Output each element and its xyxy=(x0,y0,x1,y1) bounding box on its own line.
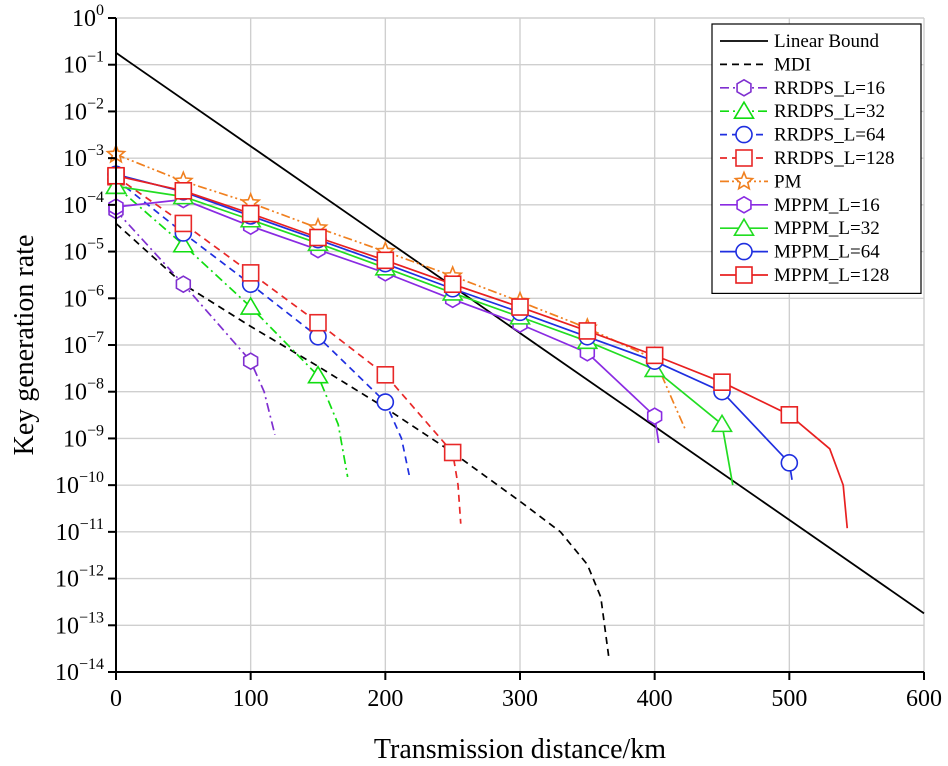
series-line-10 xyxy=(115,174,849,529)
legend-item-8: MPPM_L=32 xyxy=(720,217,880,239)
legend-label-0: Linear Bound xyxy=(774,31,880,52)
series-line-2 xyxy=(115,210,276,435)
y-tick-label-13: 10−13 xyxy=(55,609,104,639)
series-10-point-7 xyxy=(578,322,597,340)
y-tick-label-12: 10−12 xyxy=(55,563,104,593)
series-10-point-2 xyxy=(241,204,260,223)
legend-label-8: MPPM_L=32 xyxy=(774,218,880,239)
series-2-point-2 xyxy=(242,352,259,371)
legend-item-0: Linear Bound xyxy=(720,31,880,52)
y-tick-label-4: 10−4 xyxy=(63,189,104,219)
y-tick-label-9: 10−9 xyxy=(63,422,104,452)
series-10-point-4 xyxy=(376,251,395,270)
series-10 xyxy=(107,166,849,529)
legend-label-10: MPPM_L=128 xyxy=(774,265,889,286)
series-10-point-8 xyxy=(645,346,664,365)
series-3-point-3 xyxy=(307,365,329,384)
legend-swatch-marker-4 xyxy=(735,125,753,144)
legend-label-5: RRDPS_L=128 xyxy=(774,148,895,169)
legend-item-10: MPPM_L=128 xyxy=(720,265,889,286)
series-9 xyxy=(107,165,799,480)
x-tick-label-5: 500 xyxy=(771,686,807,712)
y-tick-label-0: 100 xyxy=(72,2,104,32)
y-tick-label-3: 10−3 xyxy=(63,142,104,172)
legend-item-1: MDI xyxy=(720,54,811,75)
legend-label-7: MPPM_L=16 xyxy=(774,195,880,216)
series-line-0 xyxy=(115,52,925,615)
axis-layer: 0 100 200 300 400 500 600 100 10−1 10−2 10−3 10−4 10… xyxy=(55,2,942,712)
legend-swatch-marker-5 xyxy=(735,149,753,167)
legend-label-9: MPPM_L=64 xyxy=(774,242,880,263)
legend-label-1: MDI xyxy=(774,54,811,75)
y-tick-label-6: 10−6 xyxy=(63,282,104,312)
legend-swatch-marker-9 xyxy=(735,242,753,261)
y-axis-title: Key generation rate xyxy=(9,235,40,456)
series-line-7 xyxy=(115,198,660,444)
y-tick-label-2: 10−2 xyxy=(63,95,104,125)
legend-swatch-marker-2 xyxy=(736,78,752,97)
x-tick-label-4: 400 xyxy=(637,686,673,712)
legend-swatch-marker-10 xyxy=(735,266,753,284)
legend-label-2: RRDPS_L=16 xyxy=(774,78,885,99)
series-4-point-4 xyxy=(376,393,395,411)
x-axis-title: Transmission distance/km xyxy=(374,734,666,765)
series-10-point-1 xyxy=(174,181,193,200)
legend-item-7: MPPM_L=16 xyxy=(720,195,880,216)
legend-swatch-marker-8 xyxy=(733,217,755,236)
legend-item-5: RRDPS_L=128 xyxy=(720,148,895,169)
legend-item-9: MPPM_L=64 xyxy=(720,242,880,263)
legend-swatch-marker-3 xyxy=(733,100,755,119)
legend-item-4: RRDPS_L=64 xyxy=(720,125,886,146)
series-7-point-8 xyxy=(646,407,663,426)
x-tick-label-6: 600 xyxy=(906,686,942,712)
series-10-point-5 xyxy=(443,275,462,294)
y-tick-label-14: 10−14 xyxy=(55,656,104,686)
series-2-point-1 xyxy=(175,275,192,294)
y-tick-label-10: 10−10 xyxy=(55,469,104,499)
series-10-point-3 xyxy=(309,228,327,247)
legend-label-6: PM xyxy=(774,171,802,192)
series-5-point-5 xyxy=(443,443,462,462)
legend-label-4: RRDPS_L=64 xyxy=(774,125,886,146)
legend-item-6: PM xyxy=(720,170,802,192)
series-3-point-1 xyxy=(172,234,195,253)
x-tick-label-2: 200 xyxy=(367,686,403,712)
y-tick-label-5: 10−5 xyxy=(63,236,104,266)
x-tick-label-3: 300 xyxy=(502,686,538,712)
y-tick-label-11: 10−11 xyxy=(56,516,104,546)
series-3-point-2 xyxy=(239,296,262,315)
series-9-point-10 xyxy=(780,454,799,472)
series-10-point-9 xyxy=(713,373,731,391)
series-line-3 xyxy=(115,185,349,478)
series-5-point-3 xyxy=(309,313,327,332)
x-tick-label-1: 100 xyxy=(233,686,269,712)
series-5-point-4 xyxy=(376,366,395,384)
legend-swatch-marker-7 xyxy=(736,195,752,214)
series-5-point-1 xyxy=(174,214,193,233)
x-tick-label-0: 0 xyxy=(110,686,122,712)
legend-label-3: RRDPS_L=32 xyxy=(774,101,885,122)
legend-item-2: RRDPS_L=16 xyxy=(720,78,885,99)
series-0 xyxy=(115,52,925,615)
series-line-8 xyxy=(115,185,734,486)
series-line-9 xyxy=(115,173,793,480)
y-tick-label-1: 10−1 xyxy=(63,49,104,79)
series-5-point-2 xyxy=(241,264,260,282)
series-8-point-9 xyxy=(711,413,733,433)
legend-item-3: RRDPS_L=32 xyxy=(720,100,885,122)
y-tick-label-7: 10−7 xyxy=(63,329,104,359)
series-10-point-10 xyxy=(780,406,799,424)
series-5 xyxy=(107,167,462,524)
y-tick-label-8: 10−8 xyxy=(63,376,104,406)
legend-swatch-marker-6 xyxy=(733,170,755,191)
series-10-point-6 xyxy=(511,298,529,316)
series-line-5 xyxy=(115,176,462,524)
